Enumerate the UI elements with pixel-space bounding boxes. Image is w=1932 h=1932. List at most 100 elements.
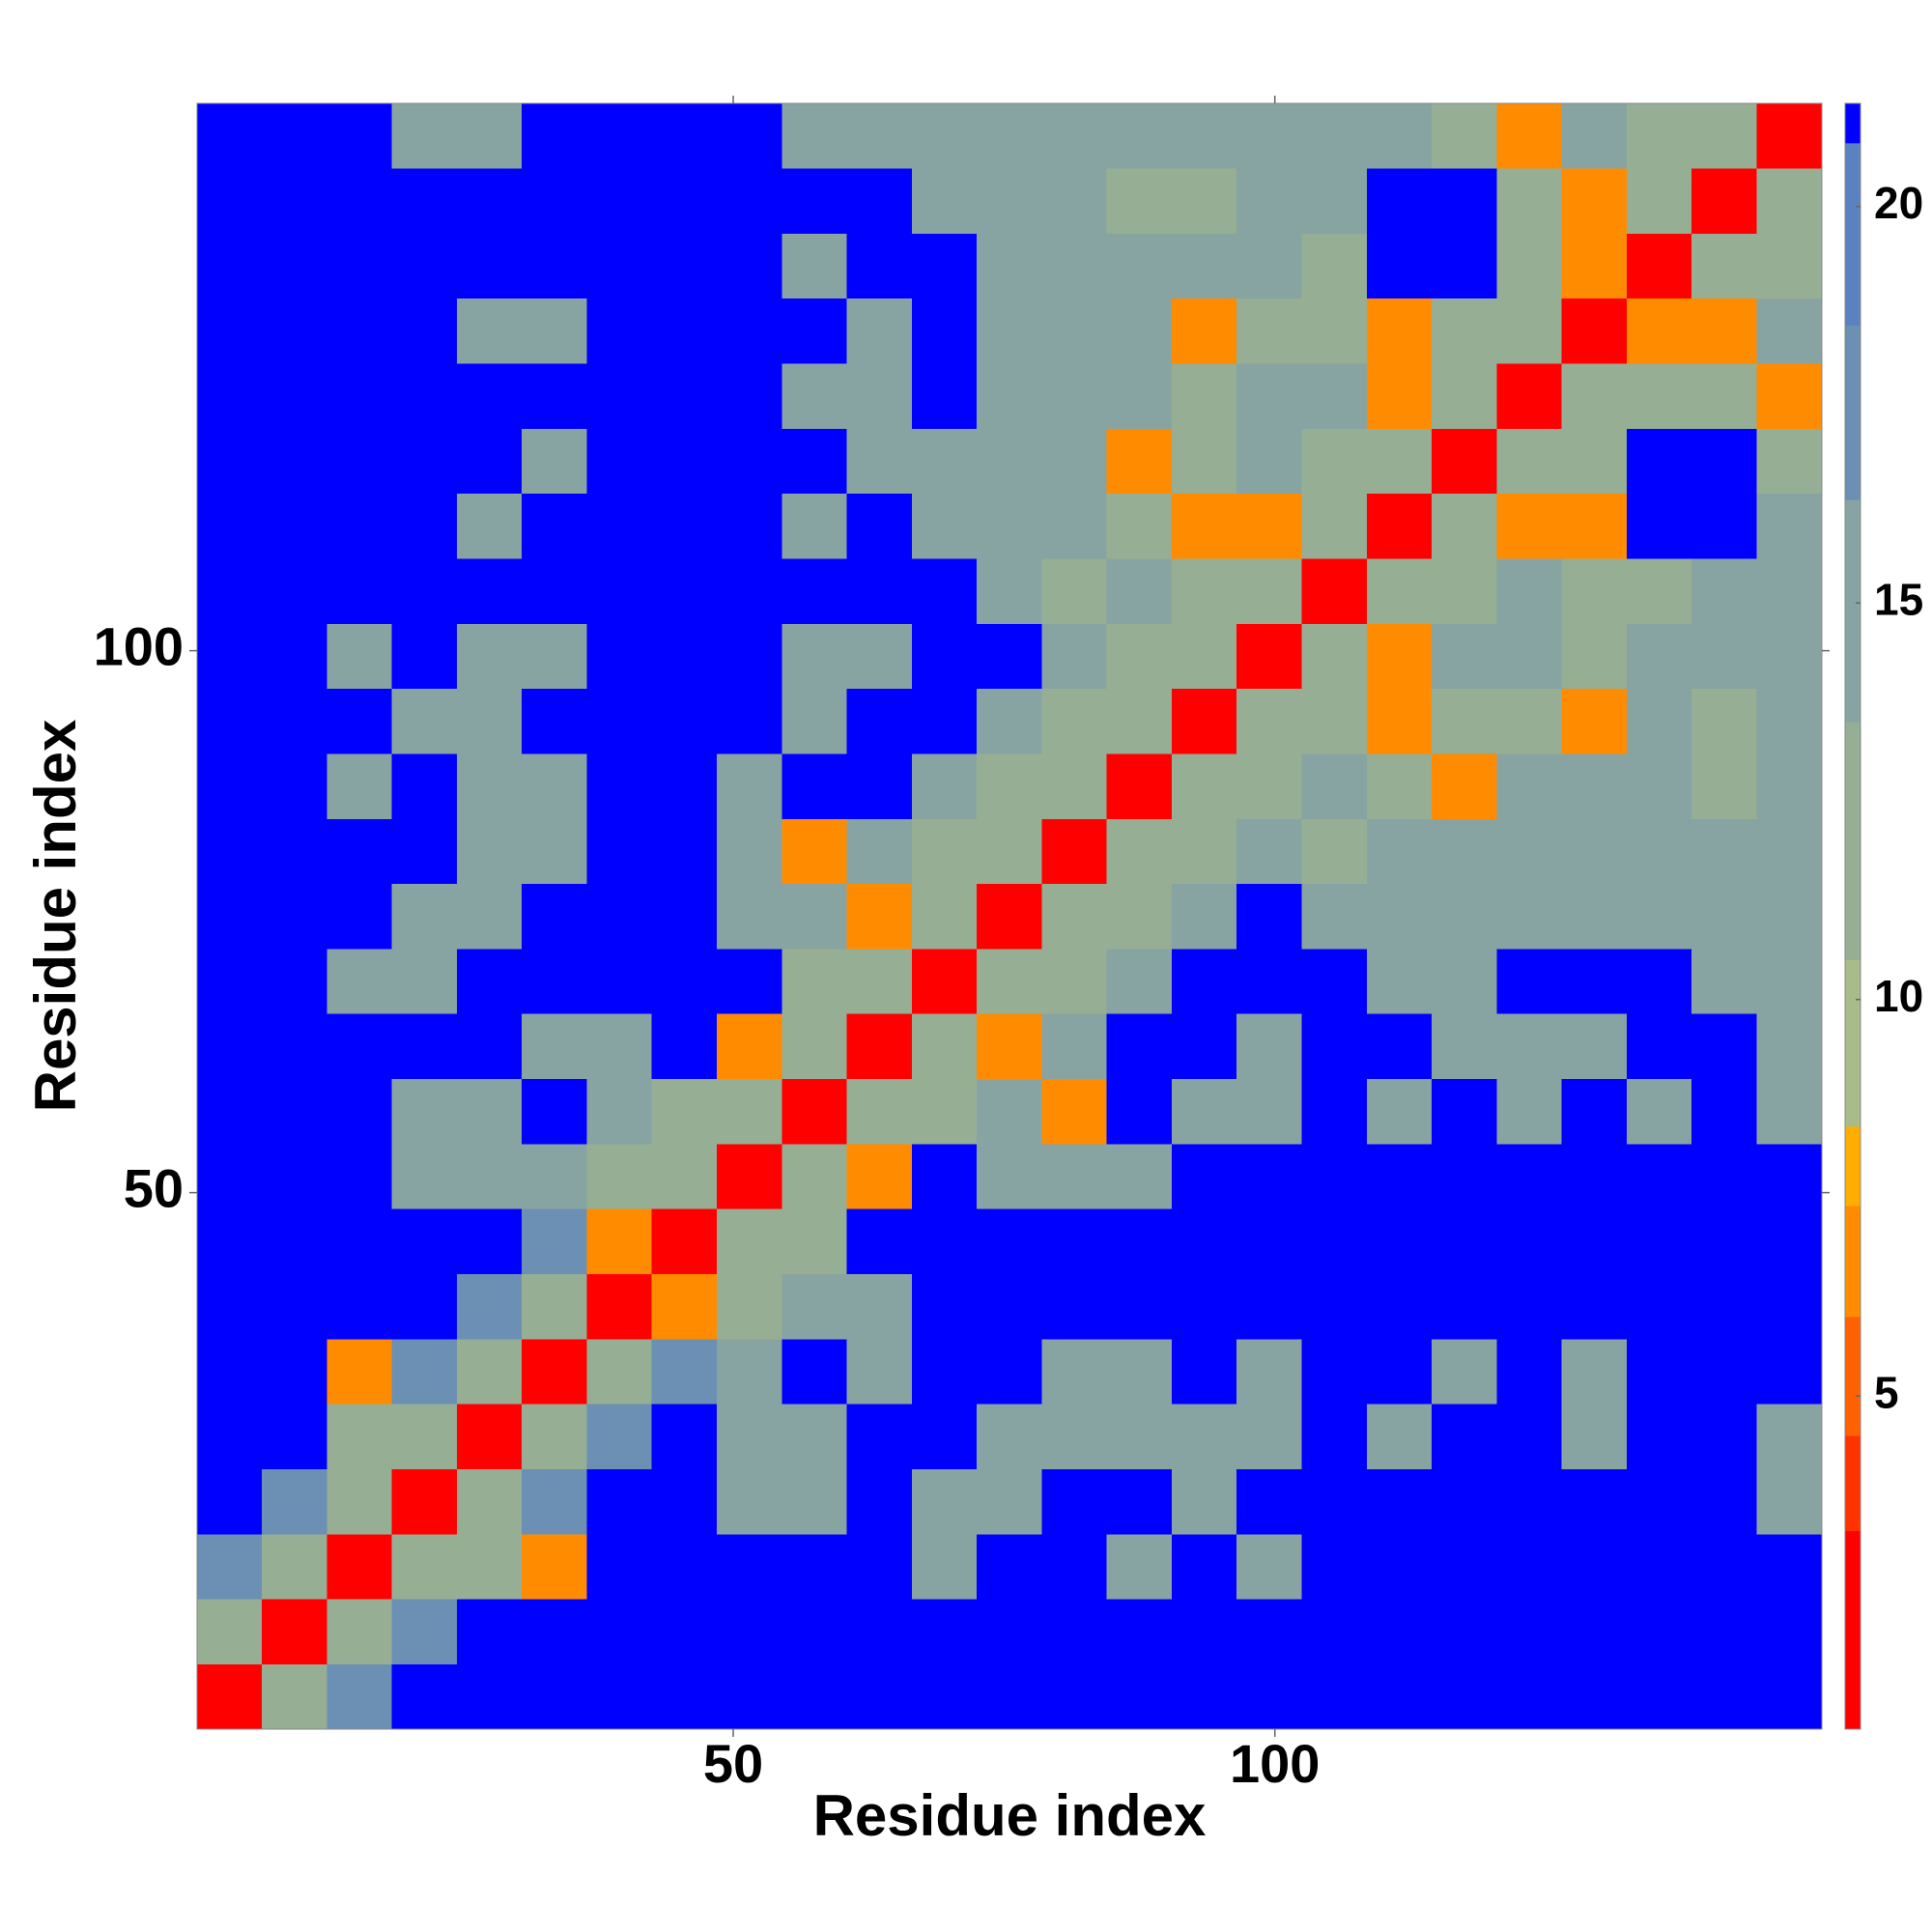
cell <box>1756 1404 1823 1469</box>
cell <box>1301 102 1368 169</box>
cell <box>1496 1404 1563 1469</box>
cell <box>977 948 1042 1014</box>
cell <box>391 818 458 885</box>
cell <box>1301 883 1368 950</box>
cell <box>781 883 848 950</box>
cell <box>846 948 913 1014</box>
cell <box>391 623 458 690</box>
cell <box>1106 428 1173 495</box>
cell <box>1561 1468 1628 1535</box>
cell <box>262 688 327 754</box>
cell <box>327 557 393 624</box>
cell <box>1626 1208 1692 1275</box>
cell <box>522 1208 587 1275</box>
cell <box>1366 1663 1433 1730</box>
cell <box>391 1599 458 1664</box>
cell <box>1432 1143 1497 1209</box>
cell <box>1301 557 1368 624</box>
cell <box>781 557 848 624</box>
cell <box>1432 1533 1497 1600</box>
cell <box>716 948 782 1014</box>
cell <box>1756 1273 1823 1340</box>
cell <box>327 1468 393 1535</box>
cell <box>1432 1663 1497 1730</box>
cell <box>846 233 913 299</box>
cell <box>1041 883 1108 950</box>
cell <box>846 1599 913 1664</box>
cell <box>391 1338 458 1405</box>
cell <box>1041 1663 1108 1730</box>
cell <box>1301 688 1368 754</box>
cell <box>1171 1208 1237 1275</box>
cell <box>522 363 587 429</box>
colorbar-frame <box>1844 102 1861 1730</box>
cell <box>522 1013 587 1080</box>
cell <box>1171 1533 1237 1600</box>
cell <box>1366 1013 1433 1080</box>
cell <box>651 298 718 364</box>
cell <box>262 102 327 169</box>
cell <box>846 493 913 559</box>
cell <box>1301 1078 1368 1145</box>
cell <box>1236 102 1303 169</box>
cell <box>1756 688 1823 754</box>
cell <box>651 363 718 429</box>
cell <box>1236 1533 1303 1600</box>
cell <box>327 753 393 819</box>
cell <box>781 1078 848 1145</box>
cell <box>1041 298 1108 364</box>
cell <box>1301 1208 1368 1275</box>
cell <box>781 1273 848 1340</box>
cell <box>846 1338 913 1405</box>
cell <box>716 1208 782 1275</box>
cell <box>1496 1533 1563 1600</box>
cell <box>1691 1599 1757 1664</box>
cell <box>716 1143 782 1209</box>
cell <box>1432 883 1497 950</box>
cell <box>1496 1338 1563 1405</box>
cell <box>1301 948 1368 1014</box>
cell <box>1691 1273 1757 1340</box>
cell <box>1041 688 1108 754</box>
cell <box>522 1663 587 1730</box>
cell <box>456 883 523 950</box>
cell <box>1171 948 1237 1014</box>
cell <box>391 102 458 169</box>
cell <box>1236 1663 1303 1730</box>
x-tick-label: 100 <box>1230 1733 1320 1794</box>
cell <box>911 1533 978 1600</box>
cell <box>651 948 718 1014</box>
cell <box>1756 1533 1823 1600</box>
cell <box>651 1468 718 1535</box>
cell <box>781 102 848 169</box>
cell <box>1041 363 1108 429</box>
cell <box>1171 363 1237 429</box>
cell <box>1756 753 1823 819</box>
cell <box>1496 753 1563 819</box>
cell <box>977 623 1042 690</box>
cell <box>327 363 393 429</box>
cell <box>196 1078 263 1145</box>
cell <box>1171 557 1237 624</box>
cell <box>846 1663 913 1730</box>
cell <box>1432 948 1497 1014</box>
cell <box>1301 168 1368 234</box>
colorbar-tick-label: 10 <box>1874 971 1923 1021</box>
cell <box>1366 1273 1433 1340</box>
cell <box>1691 1468 1757 1535</box>
cell <box>846 363 913 429</box>
cell <box>1366 1143 1433 1209</box>
cell <box>456 1599 523 1664</box>
cell <box>456 1404 523 1469</box>
cell <box>1626 168 1692 234</box>
cell <box>1496 102 1563 169</box>
cell <box>846 102 913 169</box>
cell <box>196 428 263 495</box>
cell <box>911 298 978 364</box>
cell <box>196 233 263 299</box>
cell <box>1236 883 1303 950</box>
cell <box>1366 1208 1433 1275</box>
cell <box>1041 102 1108 169</box>
cell <box>391 168 458 234</box>
